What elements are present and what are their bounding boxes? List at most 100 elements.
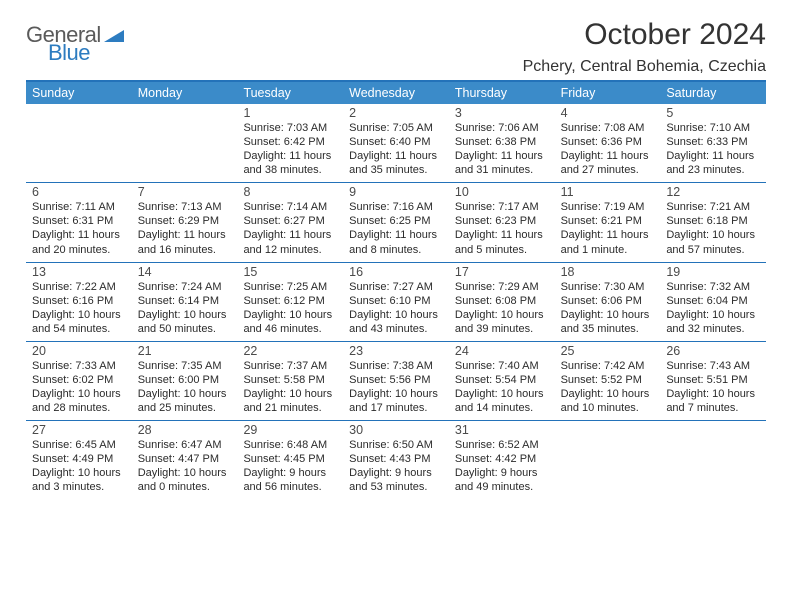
day-info: Sunrise: 6:52 AMSunset: 4:42 PMDaylight:…	[455, 438, 549, 494]
daylight-text: Daylight: 10 hours and 46 minutes.	[243, 308, 337, 336]
sunset-text: Sunset: 6:10 PM	[349, 294, 443, 308]
day-header: Monday	[132, 82, 238, 104]
day-cell: 21Sunrise: 7:35 AMSunset: 6:00 PMDayligh…	[132, 342, 238, 420]
week-row: 27Sunrise: 6:45 AMSunset: 4:49 PMDayligh…	[26, 421, 766, 499]
day-number: 25	[561, 344, 655, 358]
sunrise-text: Sunrise: 6:45 AM	[32, 438, 126, 452]
day-number: 4	[561, 106, 655, 120]
day-cell	[660, 421, 766, 499]
sunset-text: Sunset: 6:21 PM	[561, 214, 655, 228]
sunrise-text: Sunrise: 7:32 AM	[666, 280, 760, 294]
day-number: 10	[455, 185, 549, 199]
sunset-text: Sunset: 4:42 PM	[455, 452, 549, 466]
sunset-text: Sunset: 6:08 PM	[455, 294, 549, 308]
sunset-text: Sunset: 5:51 PM	[666, 373, 760, 387]
sunset-text: Sunset: 4:49 PM	[32, 452, 126, 466]
sunrise-text: Sunrise: 7:22 AM	[32, 280, 126, 294]
sunset-text: Sunset: 6:33 PM	[666, 135, 760, 149]
day-info: Sunrise: 7:29 AMSunset: 6:08 PMDaylight:…	[455, 280, 549, 336]
sunrise-text: Sunrise: 7:11 AM	[32, 200, 126, 214]
daylight-text: Daylight: 10 hours and 14 minutes.	[455, 387, 549, 415]
sunset-text: Sunset: 6:27 PM	[243, 214, 337, 228]
day-header: Saturday	[660, 82, 766, 104]
day-cell: 10Sunrise: 7:17 AMSunset: 6:23 PMDayligh…	[449, 183, 555, 261]
day-cell: 25Sunrise: 7:42 AMSunset: 5:52 PMDayligh…	[555, 342, 661, 420]
day-cell: 17Sunrise: 7:29 AMSunset: 6:08 PMDayligh…	[449, 263, 555, 341]
sunset-text: Sunset: 6:16 PM	[32, 294, 126, 308]
sunrise-text: Sunrise: 7:13 AM	[138, 200, 232, 214]
daylight-text: Daylight: 9 hours and 53 minutes.	[349, 466, 443, 494]
day-number: 29	[243, 423, 337, 437]
day-number: 11	[561, 185, 655, 199]
day-info: Sunrise: 7:03 AMSunset: 6:42 PMDaylight:…	[243, 121, 337, 177]
day-info: Sunrise: 7:10 AMSunset: 6:33 PMDaylight:…	[666, 121, 760, 177]
day-number: 30	[349, 423, 443, 437]
sunrise-text: Sunrise: 7:38 AM	[349, 359, 443, 373]
daylight-text: Daylight: 11 hours and 8 minutes.	[349, 228, 443, 256]
sunrise-text: Sunrise: 7:27 AM	[349, 280, 443, 294]
daylight-text: Daylight: 11 hours and 27 minutes.	[561, 149, 655, 177]
sunrise-text: Sunrise: 7:30 AM	[561, 280, 655, 294]
sunrise-text: Sunrise: 7:21 AM	[666, 200, 760, 214]
day-info: Sunrise: 7:19 AMSunset: 6:21 PMDaylight:…	[561, 200, 655, 256]
daylight-text: Daylight: 10 hours and 3 minutes.	[32, 466, 126, 494]
day-cell: 9Sunrise: 7:16 AMSunset: 6:25 PMDaylight…	[343, 183, 449, 261]
day-number: 31	[455, 423, 549, 437]
day-cell: 22Sunrise: 7:37 AMSunset: 5:58 PMDayligh…	[237, 342, 343, 420]
sunrise-text: Sunrise: 7:40 AM	[455, 359, 549, 373]
daylight-text: Daylight: 10 hours and 0 minutes.	[138, 466, 232, 494]
sunset-text: Sunset: 4:43 PM	[349, 452, 443, 466]
daylight-text: Daylight: 10 hours and 32 minutes.	[666, 308, 760, 336]
daylight-text: Daylight: 10 hours and 54 minutes.	[32, 308, 126, 336]
sunrise-text: Sunrise: 7:37 AM	[243, 359, 337, 373]
day-cell: 11Sunrise: 7:19 AMSunset: 6:21 PMDayligh…	[555, 183, 661, 261]
day-cell: 4Sunrise: 7:08 AMSunset: 6:36 PMDaylight…	[555, 104, 661, 182]
day-info: Sunrise: 7:08 AMSunset: 6:36 PMDaylight:…	[561, 121, 655, 177]
daylight-text: Daylight: 11 hours and 12 minutes.	[243, 228, 337, 256]
day-info: Sunrise: 7:37 AMSunset: 5:58 PMDaylight:…	[243, 359, 337, 415]
day-cell: 18Sunrise: 7:30 AMSunset: 6:06 PMDayligh…	[555, 263, 661, 341]
sunrise-text: Sunrise: 7:14 AM	[243, 200, 337, 214]
day-number: 22	[243, 344, 337, 358]
day-cell: 3Sunrise: 7:06 AMSunset: 6:38 PMDaylight…	[449, 104, 555, 182]
day-cell: 20Sunrise: 7:33 AMSunset: 6:02 PMDayligh…	[26, 342, 132, 420]
day-number: 17	[455, 265, 549, 279]
day-header: Sunday	[26, 82, 132, 104]
logo-text-2: Blue	[48, 40, 124, 66]
day-info: Sunrise: 7:17 AMSunset: 6:23 PMDaylight:…	[455, 200, 549, 256]
daylight-text: Daylight: 11 hours and 5 minutes.	[455, 228, 549, 256]
day-cell	[26, 104, 132, 182]
daylight-text: Daylight: 10 hours and 25 minutes.	[138, 387, 232, 415]
day-number: 1	[243, 106, 337, 120]
day-cell: 6Sunrise: 7:11 AMSunset: 6:31 PMDaylight…	[26, 183, 132, 261]
day-number: 7	[138, 185, 232, 199]
sunset-text: Sunset: 6:29 PM	[138, 214, 232, 228]
daylight-text: Daylight: 10 hours and 28 minutes.	[32, 387, 126, 415]
day-cell: 16Sunrise: 7:27 AMSunset: 6:10 PMDayligh…	[343, 263, 449, 341]
sunrise-text: Sunrise: 6:48 AM	[243, 438, 337, 452]
sunset-text: Sunset: 6:00 PM	[138, 373, 232, 387]
day-cell	[555, 421, 661, 499]
day-info: Sunrise: 7:42 AMSunset: 5:52 PMDaylight:…	[561, 359, 655, 415]
header: General Blue October 2024 Pchery, Centra…	[26, 18, 766, 76]
day-info: Sunrise: 7:22 AMSunset: 6:16 PMDaylight:…	[32, 280, 126, 336]
sunset-text: Sunset: 6:18 PM	[666, 214, 760, 228]
sunrise-text: Sunrise: 7:19 AM	[561, 200, 655, 214]
sunrise-text: Sunrise: 7:10 AM	[666, 121, 760, 135]
day-info: Sunrise: 6:48 AMSunset: 4:45 PMDaylight:…	[243, 438, 337, 494]
day-info: Sunrise: 6:50 AMSunset: 4:43 PMDaylight:…	[349, 438, 443, 494]
sunrise-text: Sunrise: 7:29 AM	[455, 280, 549, 294]
sunrise-text: Sunrise: 7:17 AM	[455, 200, 549, 214]
day-number: 21	[138, 344, 232, 358]
day-header: Thursday	[449, 82, 555, 104]
daylight-text: Daylight: 11 hours and 38 minutes.	[243, 149, 337, 177]
day-cell: 28Sunrise: 6:47 AMSunset: 4:47 PMDayligh…	[132, 421, 238, 499]
day-info: Sunrise: 7:40 AMSunset: 5:54 PMDaylight:…	[455, 359, 549, 415]
sunrise-text: Sunrise: 6:47 AM	[138, 438, 232, 452]
day-info: Sunrise: 6:47 AMSunset: 4:47 PMDaylight:…	[138, 438, 232, 494]
sunset-text: Sunset: 5:58 PM	[243, 373, 337, 387]
sunrise-text: Sunrise: 7:05 AM	[349, 121, 443, 135]
day-info: Sunrise: 7:32 AMSunset: 6:04 PMDaylight:…	[666, 280, 760, 336]
day-cell: 30Sunrise: 6:50 AMSunset: 4:43 PMDayligh…	[343, 421, 449, 499]
sunrise-text: Sunrise: 7:43 AM	[666, 359, 760, 373]
